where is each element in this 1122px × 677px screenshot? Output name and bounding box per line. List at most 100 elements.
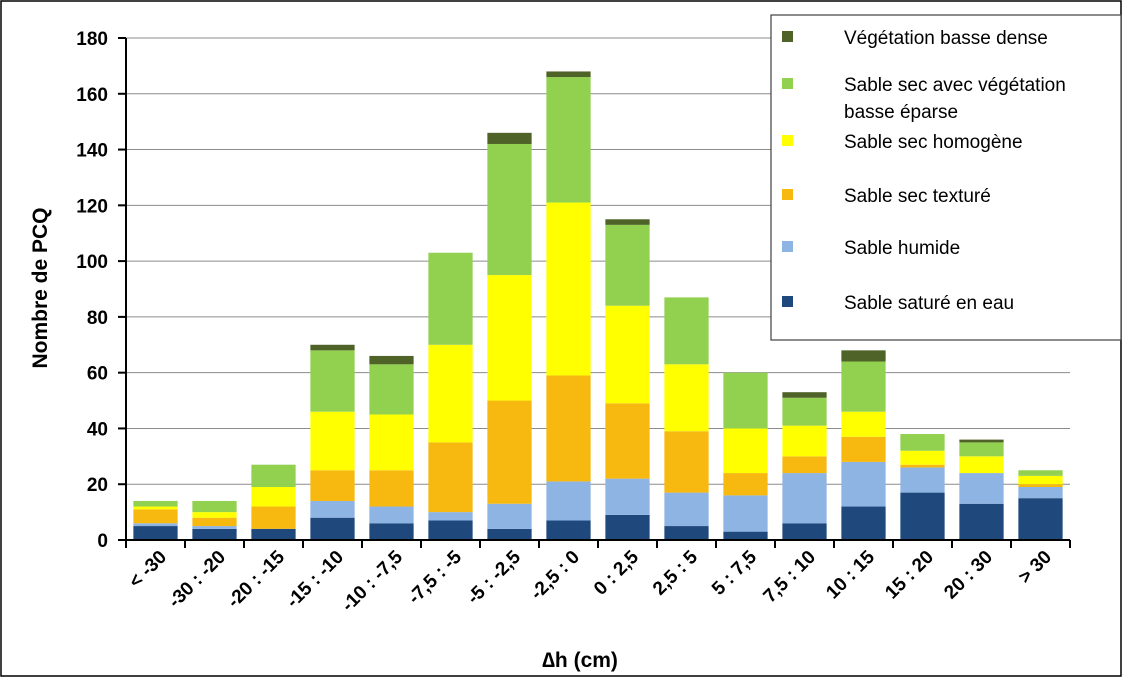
bar-segment bbox=[428, 512, 473, 521]
legend-swatch bbox=[782, 189, 793, 200]
legend-label: Sable saturé en eau bbox=[844, 293, 1014, 314]
bar-segment bbox=[428, 252, 473, 345]
bar-segment bbox=[546, 77, 591, 203]
bar-segment bbox=[192, 526, 237, 529]
bar-segment bbox=[605, 305, 650, 404]
y-tick-label: 100 bbox=[76, 252, 108, 273]
y-tick-label: 180 bbox=[76, 29, 108, 50]
bar-segment bbox=[133, 506, 178, 510]
bar-segment bbox=[546, 202, 591, 376]
bar-segment bbox=[723, 531, 768, 540]
y-tick-label: 40 bbox=[87, 419, 108, 440]
bar-segment bbox=[1018, 484, 1063, 488]
bar-segment bbox=[900, 434, 945, 451]
legend-box bbox=[770, 14, 1122, 341]
bar-segment bbox=[133, 526, 178, 540]
bar-segment bbox=[605, 403, 650, 479]
legend-label: Sable sec avec végétation bbox=[844, 75, 1066, 96]
bar-segment bbox=[782, 397, 827, 426]
bar-segment bbox=[959, 473, 1004, 504]
bar-segment bbox=[369, 355, 414, 365]
y-axis-title: Nombre de PCQ bbox=[29, 207, 52, 368]
y-tick-label: 80 bbox=[87, 308, 108, 329]
y-tick-label: 120 bbox=[76, 196, 108, 217]
legend-swatch bbox=[782, 135, 793, 146]
bar-segment bbox=[900, 450, 945, 465]
bars bbox=[133, 71, 1063, 540]
legend-swatch bbox=[782, 296, 793, 307]
bar-segment bbox=[841, 461, 886, 507]
bar-segment bbox=[369, 523, 414, 540]
bar-segment bbox=[605, 219, 650, 225]
legend-label: Sable sec homogène bbox=[844, 132, 1023, 153]
bar-segment bbox=[546, 520, 591, 540]
y-tick-label: 0 bbox=[97, 531, 108, 552]
legend-swatch bbox=[782, 31, 793, 42]
bar-segment bbox=[605, 224, 650, 306]
bar-segment bbox=[900, 464, 945, 468]
bar-segment bbox=[310, 350, 355, 412]
bar-segment bbox=[310, 344, 355, 351]
legend-label: Sable humide bbox=[844, 238, 960, 259]
bar-segment bbox=[605, 514, 650, 540]
bar-segment bbox=[428, 344, 473, 443]
bar-segment bbox=[782, 456, 827, 474]
legend-swatch bbox=[782, 241, 793, 252]
bar-segment bbox=[369, 470, 414, 507]
bar-segment bbox=[959, 456, 1004, 474]
bar-segment bbox=[782, 473, 827, 524]
bar-segment bbox=[369, 506, 414, 524]
bar-segment bbox=[133, 523, 178, 527]
bar-segment bbox=[1018, 487, 1063, 499]
bar-segment bbox=[546, 375, 591, 482]
y-tick-label: 160 bbox=[76, 85, 108, 106]
bar-segment bbox=[782, 425, 827, 457]
bar-segment bbox=[723, 372, 768, 429]
bar-segment bbox=[959, 439, 1004, 443]
bar-segment bbox=[487, 275, 532, 401]
bar-segment bbox=[841, 350, 886, 362]
bar-segment bbox=[369, 414, 414, 471]
bar-segment bbox=[310, 470, 355, 501]
bar-segment bbox=[723, 473, 768, 496]
x-axis-title: ∆h (cm) bbox=[542, 649, 618, 672]
bar-segment bbox=[133, 509, 178, 524]
y-tick-labels: 0 20 40 60 80 100 120 140 160 180 bbox=[76, 29, 108, 552]
bar-segment bbox=[251, 464, 296, 488]
y-tick-label: 140 bbox=[76, 141, 108, 162]
bar-segment bbox=[782, 392, 827, 398]
bar-segment bbox=[841, 361, 886, 412]
legend-swatch bbox=[782, 78, 793, 89]
bar-segment bbox=[487, 528, 532, 540]
bar-segment bbox=[664, 492, 709, 527]
bar-segment bbox=[487, 400, 532, 504]
bar-segment bbox=[782, 523, 827, 540]
bar-segment bbox=[841, 506, 886, 540]
bar-segment bbox=[369, 364, 414, 415]
bar-segment bbox=[605, 478, 650, 515]
y-tick-label: 60 bbox=[87, 364, 108, 385]
bar-segment bbox=[428, 520, 473, 540]
y-tick-label: 20 bbox=[87, 475, 108, 496]
bar-segment bbox=[664, 526, 709, 540]
bar-segment bbox=[841, 411, 886, 437]
bar-segment bbox=[192, 512, 237, 518]
legend-label: Végétation basse dense bbox=[844, 28, 1048, 49]
bar-segment bbox=[428, 442, 473, 513]
bar-segment bbox=[487, 143, 532, 276]
bar-segment bbox=[192, 528, 237, 540]
bar-segment bbox=[546, 481, 591, 521]
bar-segment bbox=[900, 492, 945, 540]
legend-label: Sable sec texturé bbox=[844, 186, 991, 207]
bar-segment bbox=[841, 436, 886, 462]
bar-segment bbox=[251, 528, 296, 540]
bar-segment bbox=[1018, 470, 1063, 476]
bar-segment bbox=[959, 442, 1004, 457]
bar-segment bbox=[310, 411, 355, 471]
legend: Végétation basse dense Sable sec avec vég… bbox=[770, 14, 1122, 341]
bar-segment bbox=[959, 503, 1004, 540]
bar-segment bbox=[664, 431, 709, 493]
bar-segment bbox=[251, 487, 296, 507]
